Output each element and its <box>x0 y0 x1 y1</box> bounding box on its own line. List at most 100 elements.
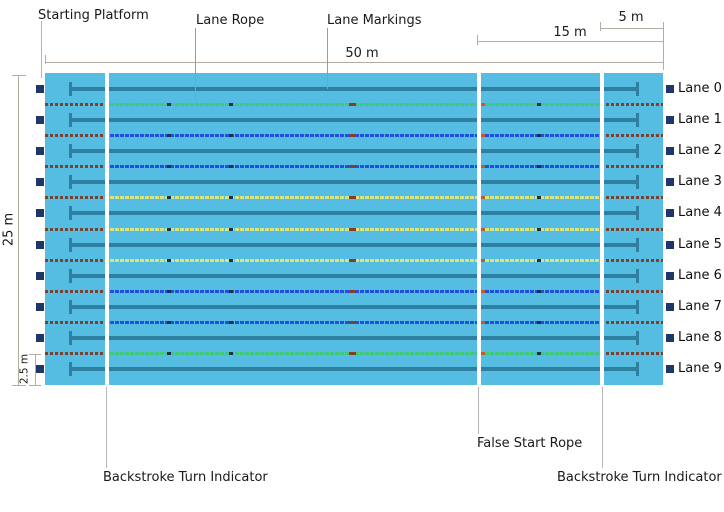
lane-bottom-marking <box>69 86 639 91</box>
lane-rope-distance-marker <box>537 289 541 293</box>
lane-label: Lane 0 <box>678 80 722 96</box>
lane-rope-distance-marker <box>167 258 171 262</box>
dimension-line-2-5m <box>35 354 36 385</box>
lane-end-marker <box>666 147 674 155</box>
lane-marking-cross-end-right <box>636 81 639 96</box>
lane-rope-end-segment-left <box>45 321 105 325</box>
lane-rope-midpoint-marker <box>349 258 356 262</box>
label-lane-rope: Lane Rope <box>196 13 265 28</box>
lane-bottom-marking <box>69 242 639 247</box>
backstroke-turn-indicator-line-right <box>600 73 604 385</box>
lane-rope-end-segment-left <box>45 289 105 293</box>
lane-rope-midpoint-marker <box>349 165 356 169</box>
lane-rope-distance-marker <box>537 227 541 231</box>
lane-rope-distance-marker <box>167 321 171 325</box>
dimension-line-25m <box>18 75 19 385</box>
label-backstroke-turn-indicator-left: Backstroke Turn Indicator <box>103 470 268 485</box>
dimension-tick <box>600 22 601 31</box>
starting-platform-marker <box>36 240 44 249</box>
lane-rope-end-segment-left <box>45 352 105 356</box>
dimension-tick <box>12 385 26 386</box>
lane-rope-end-segment-left <box>45 258 105 262</box>
dimension-tick <box>29 354 41 355</box>
lane-label: Lane 6 <box>678 267 722 283</box>
lane-rope-distance-marker <box>167 227 171 231</box>
lane-rope-end-segment-right <box>601 352 663 356</box>
starting-platform-marker <box>36 303 44 311</box>
label-false-start-rope: False Start Rope <box>477 436 583 451</box>
lane-markings-leader-line <box>327 28 328 89</box>
lane-rope-midpoint-marker <box>349 352 356 356</box>
lane-rope-15m-marker <box>481 321 485 325</box>
label-backstroke-turn-indicator-right: Backstroke Turn Indicator <box>557 470 722 485</box>
dimension-label-15m: 15 m <box>553 25 587 40</box>
starting-platform-leader-line <box>41 21 42 78</box>
lane-rope-distance-marker <box>167 133 171 137</box>
lane-bottom-marking <box>69 180 639 185</box>
lane-rope-midpoint-marker <box>349 321 356 325</box>
starting-platform-marker <box>36 147 44 155</box>
lane-rope-15m-marker <box>481 258 485 262</box>
lane-rope-distance-marker <box>167 196 171 200</box>
lane-rope-end-segment-left <box>45 227 105 231</box>
lane-marking-cross-end-right <box>636 175 639 190</box>
lane-bottom-marking <box>69 117 639 122</box>
lane-bottom-marking <box>69 367 639 372</box>
lane-rope-leader-line <box>195 28 196 104</box>
lane-marking-cross-end-left <box>69 300 72 314</box>
lane-marking-cross-end-right <box>636 331 639 346</box>
lane-rope-end-segment-left <box>45 196 105 200</box>
lane-rope-15m-marker <box>481 352 485 356</box>
starting-platform-marker <box>36 178 44 187</box>
lane-marking-cross-end-left <box>69 112 72 127</box>
lane-marking-cross-end-right <box>636 112 639 127</box>
lane-end-marker <box>666 84 674 93</box>
lane-rope-distance-marker <box>229 196 233 200</box>
lane-marking-cross-end-left <box>69 81 72 96</box>
lane-rope-distance-marker <box>537 352 541 356</box>
lane-rope-distance-marker <box>537 165 541 169</box>
lane-rope-distance-marker <box>537 133 541 137</box>
lane-bottom-marking <box>69 305 639 309</box>
lane-rope-end-segment-left <box>45 102 105 106</box>
lane-rope-midpoint-marker <box>349 102 356 106</box>
lane-rope-distance-marker <box>167 352 171 356</box>
lane-rope-distance-marker <box>229 352 233 356</box>
false-start-rope-leader-line <box>478 387 479 434</box>
lane-rope-distance-marker <box>167 165 171 169</box>
backstroke-left-leader-line <box>106 387 107 468</box>
lane-bottom-marking <box>69 273 639 278</box>
lane-rope-midpoint-marker <box>349 227 356 231</box>
lane-marking-cross-end-left <box>69 331 72 346</box>
lane-marking-cross-end-left <box>69 237 72 252</box>
lane-rope-distance-marker <box>229 258 233 262</box>
lane-rope-15m-marker <box>481 165 485 169</box>
dimension-label-5m: 5 m <box>618 10 644 25</box>
dimension-tick <box>45 55 46 64</box>
lane-rope-midpoint-marker <box>349 133 356 137</box>
lane-rope-end-segment-right <box>601 133 663 137</box>
label-lane-markings: Lane Markings <box>327 13 422 28</box>
lane-marking-cross-end-left <box>69 144 72 158</box>
lane-rope-end-segment-right <box>601 321 663 325</box>
lane-bottom-marking <box>69 149 639 153</box>
lane-rope-distance-marker <box>229 321 233 325</box>
lane-marking-cross-end-left <box>69 362 72 377</box>
lane-rope-distance-marker <box>167 289 171 293</box>
lane-end-marker <box>666 209 674 218</box>
lane-rope-distance-marker <box>229 289 233 293</box>
lane-rope-distance-marker <box>229 165 233 169</box>
dimension-label-25m: 25 m <box>1 212 17 247</box>
starting-platform-marker <box>36 271 44 280</box>
lane-rope-end-segment-right <box>601 165 663 169</box>
lane-rope-end-segment-right <box>601 258 663 262</box>
lane-end-marker <box>666 365 674 374</box>
lane-rope-end-segment-right <box>601 102 663 106</box>
lane-end-marker <box>666 240 674 249</box>
dimension-tick <box>12 75 26 76</box>
lane-end-marker <box>666 271 674 280</box>
lane-end-marker <box>666 178 674 187</box>
lane-label: Lane 4 <box>678 205 722 221</box>
label-starting-platform: Starting Platform <box>38 8 149 23</box>
